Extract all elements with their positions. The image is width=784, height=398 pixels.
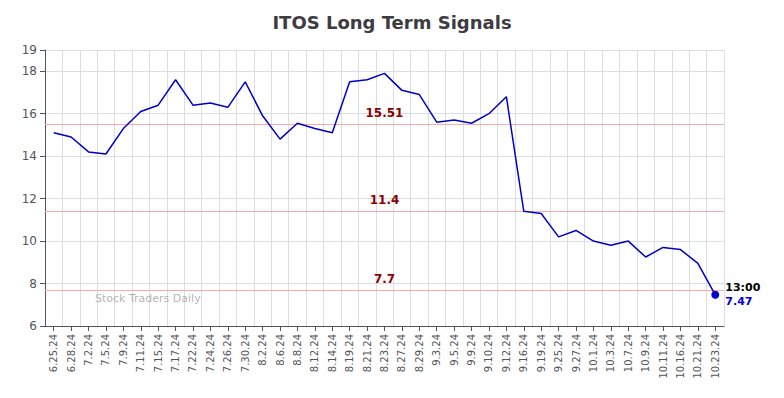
- svg-text:10.11.24: 10.11.24: [658, 334, 669, 379]
- svg-text:8: 8: [29, 277, 37, 291]
- svg-text:7.9.24: 7.9.24: [118, 334, 129, 366]
- svg-text:8.19.24: 8.19.24: [344, 334, 355, 372]
- svg-text:6.28.24: 6.28.24: [66, 334, 77, 372]
- svg-text:10.23.24: 10.23.24: [710, 334, 721, 379]
- svg-text:8.27.24: 8.27.24: [396, 334, 407, 372]
- svg-text:10.1.24: 10.1.24: [588, 334, 599, 372]
- svg-text:8.2.24: 8.2.24: [257, 334, 268, 366]
- svg-text:18: 18: [22, 64, 37, 78]
- svg-text:12: 12: [22, 192, 37, 206]
- svg-text:7.26.24: 7.26.24: [222, 334, 233, 372]
- svg-text:Stock Traders Daily: Stock Traders Daily: [95, 292, 201, 305]
- svg-text:7.22.24: 7.22.24: [187, 334, 198, 372]
- svg-text:7.24.24: 7.24.24: [205, 334, 216, 372]
- svg-text:8.12.24: 8.12.24: [309, 334, 320, 372]
- svg-text:6: 6: [29, 319, 37, 333]
- svg-text:16: 16: [22, 107, 37, 121]
- svg-text:9.10.24: 9.10.24: [483, 334, 494, 372]
- svg-text:8.21.24: 8.21.24: [362, 334, 373, 372]
- svg-text:9.16.24: 9.16.24: [518, 334, 529, 372]
- svg-text:8.6.24: 8.6.24: [275, 334, 286, 366]
- svg-text:9.25.24: 9.25.24: [553, 334, 564, 372]
- svg-text:11.4: 11.4: [370, 193, 400, 207]
- svg-text:7.15.24: 7.15.24: [153, 334, 164, 372]
- svg-text:8.14.24: 8.14.24: [327, 334, 338, 372]
- svg-text:7.11.24: 7.11.24: [135, 334, 146, 372]
- svg-text:10.16.24: 10.16.24: [675, 334, 686, 379]
- svg-text:10.21.24: 10.21.24: [692, 334, 703, 379]
- svg-text:7.5.24: 7.5.24: [100, 334, 111, 366]
- svg-text:ITOS Long Term Signals: ITOS Long Term Signals: [272, 12, 511, 33]
- svg-text:8.8.24: 8.8.24: [292, 334, 303, 366]
- svg-text:10.7.24: 10.7.24: [623, 334, 634, 372]
- svg-text:8.29.24: 8.29.24: [414, 334, 425, 372]
- svg-text:14: 14: [22, 149, 37, 163]
- svg-text:13:00: 13:00: [725, 281, 760, 294]
- svg-text:7.2.24: 7.2.24: [83, 334, 94, 366]
- svg-text:15.51: 15.51: [366, 106, 404, 120]
- svg-text:7.30.24: 7.30.24: [240, 334, 251, 372]
- svg-text:9.12.24: 9.12.24: [501, 334, 512, 372]
- svg-text:9.19.24: 9.19.24: [536, 334, 547, 372]
- svg-text:6.25.24: 6.25.24: [48, 334, 59, 372]
- svg-text:10: 10: [22, 234, 37, 248]
- svg-text:10.3.24: 10.3.24: [605, 334, 616, 372]
- svg-text:7.47: 7.47: [725, 295, 752, 308]
- svg-text:10.9.24: 10.9.24: [640, 334, 651, 372]
- svg-text:9.5.24: 9.5.24: [449, 334, 460, 366]
- svg-text:9.9.24: 9.9.24: [466, 334, 477, 366]
- svg-text:7.17.24: 7.17.24: [170, 334, 181, 372]
- svg-text:9.3.24: 9.3.24: [431, 334, 442, 366]
- svg-text:19: 19: [22, 43, 37, 57]
- svg-text:7.7: 7.7: [374, 272, 395, 286]
- svg-text:9.27.24: 9.27.24: [571, 334, 582, 372]
- svg-text:8.23.24: 8.23.24: [379, 334, 390, 372]
